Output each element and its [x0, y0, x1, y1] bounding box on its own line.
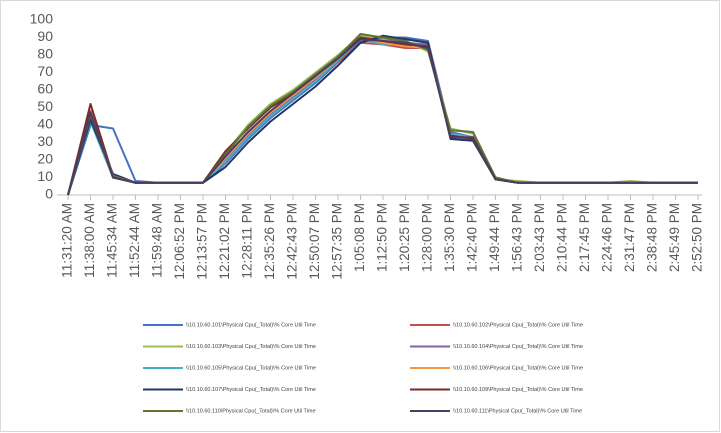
x-tick-label: 11:31:20 AM	[60, 203, 75, 278]
x-tick-label: 11:52:44 AM	[127, 203, 142, 278]
legend-label: \\10.10.60.111\Physical Cpu(_Total)\% Co…	[453, 408, 582, 414]
legend-label: \\10.10.60.104\Physical Cpu(_Total)\% Co…	[453, 344, 583, 350]
x-tick-label: 2:52:50 PM	[690, 203, 705, 272]
y-tick-label: 30	[37, 133, 53, 149]
legend-label: \\10.10.60.107\Physical Cpu(_Total)\% Co…	[186, 387, 316, 393]
y-tick-label: 60	[37, 81, 53, 97]
x-tick-label: 1:12:50 PM	[375, 203, 390, 272]
x-tick-label: 2:31:47 PM	[622, 203, 637, 272]
x-tick-label: 12:50:07 PM	[307, 203, 322, 280]
x-tick-label: 1:42:40 PM	[465, 203, 480, 272]
y-tick-label: 90	[37, 28, 53, 44]
x-tick-label: 11:59:48 AM	[150, 203, 165, 278]
x-tick-label: 11:45:34 AM	[105, 203, 120, 278]
x-tick-label: 12:21:02 PM	[217, 203, 232, 280]
legend-label: \\10.10.60.105\Physical Cpu(_Total)\% Co…	[186, 365, 316, 371]
y-tick-label: 80	[37, 46, 53, 62]
legend-label: \\10.10.60.101\Physical Cpu(_Total)\% Co…	[186, 322, 316, 328]
x-tick-label: 1:28:00 PM	[420, 203, 435, 272]
x-tick-label: 12:06:52 PM	[172, 203, 187, 280]
x-tick-label: 1:49:44 PM	[487, 203, 502, 272]
x-tick-label: 2:45:49 PM	[667, 203, 682, 272]
x-tick-label: 12:13:57 PM	[195, 203, 210, 280]
x-tick-label: 1:20:25 PM	[397, 203, 412, 272]
y-tick-label: 50	[37, 98, 53, 114]
legend-label: \\10.10.60.110\Physical Cpu(_Total)\% Co…	[186, 408, 316, 414]
x-tick-label: 12:35:26 PM	[262, 203, 277, 280]
x-tick-label: 2:38:48 PM	[645, 203, 660, 272]
y-tick-label: 40	[37, 116, 53, 132]
legend-label: \\10.10.60.106\Physical Cpu(_Total)\% Co…	[453, 365, 583, 371]
x-tick-label: 12:42:43 PM	[285, 203, 300, 280]
legend-label: \\10.10.60.109\Physical Cpu(_Total)\% Co…	[453, 387, 583, 393]
legend-label: \\10.10.60.103\Physical Cpu(_Total)\% Co…	[186, 344, 316, 350]
x-tick-label: 12:28:11 PM	[240, 203, 255, 279]
x-tick-label: 11:38:00 AM	[82, 203, 97, 278]
y-tick-label: 70	[37, 63, 53, 79]
x-tick-label: 2:03:43 PM	[532, 203, 547, 272]
x-tick-label: 2:17:45 PM	[577, 203, 592, 272]
x-tick-label: 1:35:30 PM	[442, 203, 457, 272]
legend-label: \\10.10.60.102\Physical Cpu(_Total)\% Co…	[453, 322, 583, 328]
y-tick-label: 100	[30, 11, 54, 27]
y-tick-label: 0	[45, 186, 53, 202]
series-line	[67, 38, 698, 196]
x-tick-label: 2:24:46 PM	[600, 203, 615, 272]
x-tick-label: 1:56:43 PM	[510, 203, 525, 272]
x-tick-label: 1:05:08 PM	[352, 203, 367, 272]
x-tick-label: 12:57:35 PM	[330, 203, 345, 280]
y-tick-label: 20	[37, 151, 53, 167]
x-tick-label: 2:10:44 PM	[555, 203, 570, 272]
y-tick-label: 10	[37, 168, 53, 184]
